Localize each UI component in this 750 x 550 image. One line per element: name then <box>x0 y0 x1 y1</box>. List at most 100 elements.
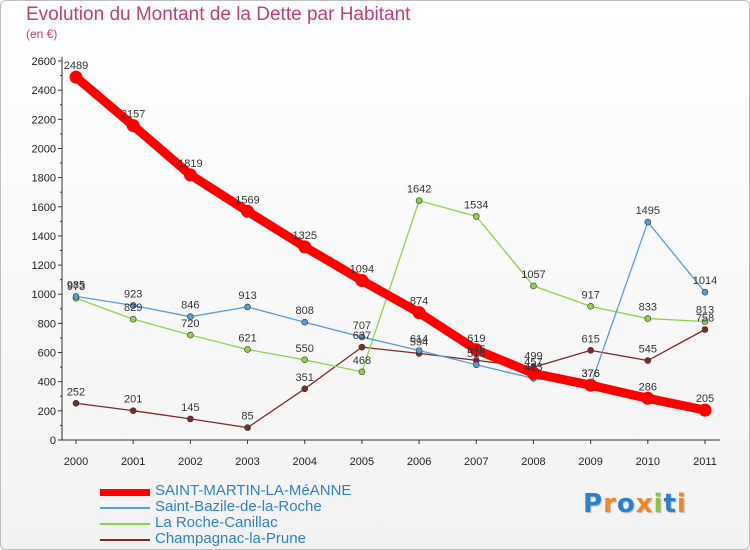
data-point <box>644 315 652 322</box>
legend-swatch <box>100 507 150 509</box>
data-label: 829 <box>124 302 142 314</box>
data-point <box>472 213 480 220</box>
data-point <box>129 407 137 415</box>
data-point <box>72 399 80 407</box>
y-tick-label: 2000 <box>32 143 56 155</box>
legend-swatch <box>100 523 150 525</box>
legend-label: SAINT-MARTIN-LA-MéANNE <box>155 482 352 499</box>
data-point <box>358 333 366 341</box>
data-label: 545 <box>639 344 657 356</box>
x-tick-label: 2008 <box>521 456 545 468</box>
data-label: 2157 <box>121 109 145 121</box>
data-point <box>701 326 709 333</box>
x-tick-label: 2006 <box>407 456 431 468</box>
data-point <box>69 70 83 84</box>
series-line <box>75 221 706 386</box>
data-label: 1014 <box>693 275 717 287</box>
data-label: 516 <box>467 348 485 360</box>
legend-swatch <box>100 539 150 541</box>
data-label: 923 <box>124 288 142 300</box>
data-label: 973 <box>67 281 85 293</box>
data-point <box>698 403 712 417</box>
data-point <box>298 240 312 254</box>
data-label: 813 <box>696 304 714 316</box>
data-point <box>526 366 540 380</box>
x-tick-label: 2004 <box>292 456 316 468</box>
data-point <box>587 303 594 310</box>
data-point <box>183 168 197 182</box>
y-tick-label: 2600 <box>32 56 56 68</box>
data-point <box>358 368 366 376</box>
data-point <box>701 318 709 325</box>
data-label: 550 <box>296 343 314 355</box>
data-point <box>584 378 598 392</box>
logo-letter: o <box>616 489 636 519</box>
data-label: 1325 <box>292 230 316 242</box>
data-label: 145 <box>181 402 199 414</box>
data-label: 846 <box>181 300 199 312</box>
logo-letter: i <box>653 489 664 519</box>
data-point <box>644 218 652 226</box>
data-label: 2489 <box>64 60 88 72</box>
x-tick-label: 2009 <box>578 456 602 468</box>
data-label: 1642 <box>407 184 431 196</box>
series-line <box>75 328 706 429</box>
data-label: 707 <box>353 320 371 332</box>
data-label: 546 <box>467 343 485 355</box>
legend-label: La Roche-Canillac <box>155 514 278 531</box>
data-point <box>530 282 537 290</box>
y-tick-label: 1800 <box>32 173 56 185</box>
data-label: 614 <box>410 333 428 345</box>
data-point <box>126 119 140 133</box>
y-tick-label: 2200 <box>32 114 56 126</box>
data-point <box>129 315 137 323</box>
data-label: 1495 <box>636 205 660 217</box>
data-point <box>415 197 423 204</box>
logo-letter: i <box>676 489 687 519</box>
x-tick-label: 2005 <box>350 456 374 468</box>
data-label: 594 <box>410 336 428 348</box>
y-tick-label: 800 <box>38 318 56 330</box>
data-label: 615 <box>581 333 599 345</box>
data-label: 1569 <box>235 194 259 206</box>
x-tick-label: 2011 <box>693 456 717 468</box>
legend-label: Champagnac-la-Prune <box>155 530 306 547</box>
logo-letter: P <box>583 489 604 519</box>
data-point <box>187 415 194 423</box>
legend-label: Saint-Bazile-de-la-Roche <box>155 498 322 515</box>
data-label: 1534 <box>464 199 488 211</box>
data-label: 874 <box>410 296 428 308</box>
chart-subtitle: (en €) <box>26 27 58 41</box>
data-point <box>244 346 251 353</box>
x-tick-label: 2002 <box>178 456 202 468</box>
data-label: 621 <box>238 332 256 344</box>
data-label: 1819 <box>178 158 202 170</box>
data-label: 985 <box>67 279 85 291</box>
series-line <box>71 72 710 415</box>
data-point <box>641 391 655 405</box>
logo-letter: x <box>635 489 654 519</box>
series-line <box>75 199 706 373</box>
legend-swatch <box>100 489 150 496</box>
data-label: 468 <box>353 355 371 367</box>
data-label: 376 <box>581 368 599 380</box>
data-label: 808 <box>296 305 314 317</box>
data-point <box>472 361 480 369</box>
data-label: 720 <box>181 318 199 330</box>
data-label: 1094 <box>350 264 374 276</box>
logo-letter: r <box>603 489 617 519</box>
y-tick-label: 0 <box>50 435 56 447</box>
data-point <box>241 204 255 218</box>
proxiti-logo: Proxiti <box>583 489 687 519</box>
data-point <box>701 288 709 296</box>
data-point <box>244 424 251 431</box>
data-label: 201 <box>124 394 142 406</box>
x-tick-label: 2010 <box>636 456 660 468</box>
data-point <box>412 306 426 320</box>
data-label: 917 <box>581 289 599 301</box>
y-tick-label: 1000 <box>32 289 56 301</box>
x-tick-label: 2007 <box>464 456 488 468</box>
data-label: 85 <box>241 411 253 423</box>
data-point <box>72 293 80 300</box>
